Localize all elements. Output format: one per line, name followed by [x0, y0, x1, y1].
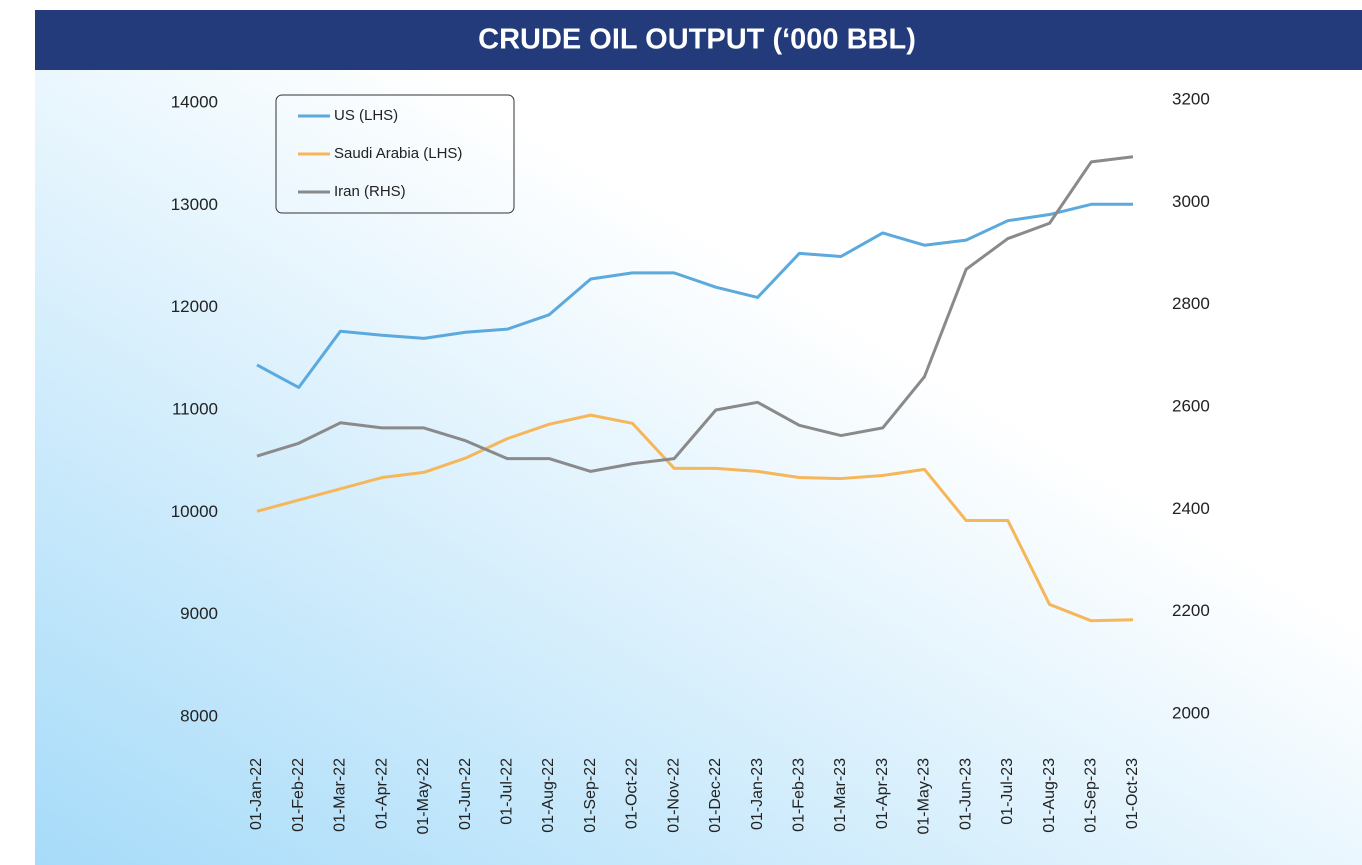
x-tick-label: 01-Jun-22 — [457, 758, 474, 830]
y-tick-label: 14000 — [171, 92, 218, 111]
legend-box — [275, 94, 515, 214]
y-tick-label: 12000 — [171, 297, 218, 316]
x-tick-label: 01-Jul-22 — [499, 758, 516, 825]
x-tick-label: 01-Nov-22 — [665, 758, 682, 833]
series-line — [256, 413, 1134, 623]
legend-label: Saudi Arabia (LHS) — [334, 145, 462, 162]
x-tick-label: 01-Sep-23 — [1083, 758, 1100, 833]
legend-label: Iran (RHS) — [334, 183, 406, 200]
x-tick-label: 01-Jun-23 — [957, 758, 974, 830]
legend-label: US (LHS) — [334, 107, 398, 124]
x-tick-label: 01-Mar-22 — [332, 758, 349, 832]
title-banner — [35, 10, 1362, 70]
y-tick-label: 11000 — [172, 399, 218, 418]
x-tick-label: 01-Apr-22 — [373, 758, 390, 829]
y2-tick-label: 3200 — [1172, 89, 1210, 108]
chart-title: CRUDE OIL OUTPUT (‘000 BBL) — [478, 24, 916, 56]
x-tick-label: 01-Aug-22 — [540, 758, 557, 833]
y2-tick-label: 3000 — [1172, 192, 1210, 211]
y-tick-label: 8000 — [180, 706, 218, 725]
y-tick-label: 10000 — [171, 502, 218, 521]
series-line — [256, 155, 1134, 473]
series-line — [256, 202, 1133, 389]
x-tick-label: 01-Jul-23 — [999, 758, 1016, 825]
x-tick-label: 01-Sep-22 — [582, 758, 599, 833]
x-tick-label: 01-May-23 — [916, 758, 933, 835]
x-tick-label: 01-Oct-23 — [1124, 758, 1141, 829]
x-tick-label: 01-Feb-23 — [791, 758, 808, 832]
x-tick-label: 01-Jan-23 — [749, 758, 766, 830]
y-tick-label: 13000 — [171, 195, 218, 214]
x-tick-label: 01-Oct-22 — [624, 758, 641, 829]
y2-tick-label: 2800 — [1172, 294, 1210, 313]
y2-tick-label: 2200 — [1172, 601, 1210, 620]
y2-tick-label: 2400 — [1172, 499, 1210, 518]
x-tick-label: 01-Feb-22 — [290, 758, 307, 832]
x-tick-label: 01-Jan-22 — [248, 758, 265, 830]
x-tick-label: 01-Aug-23 — [1041, 758, 1058, 833]
y2-tick-label: 2000 — [1172, 703, 1210, 722]
x-tick-label: 01-Dec-22 — [707, 758, 724, 833]
y2-tick-label: 2600 — [1172, 396, 1210, 415]
x-tick-label: 01-May-22 — [415, 758, 432, 835]
x-tick-label: 01-Mar-23 — [832, 758, 849, 832]
y-tick-label: 9000 — [180, 604, 218, 623]
x-tick-label: 01-Apr-23 — [874, 758, 891, 829]
